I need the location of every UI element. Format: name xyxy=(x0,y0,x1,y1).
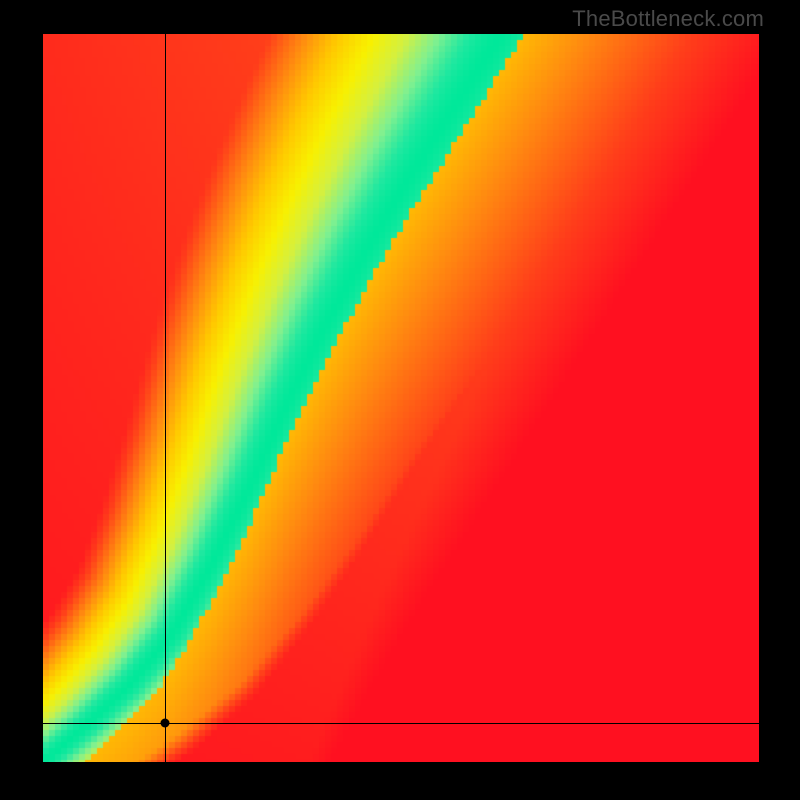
heatmap-plot xyxy=(43,34,759,762)
crosshair-horizontal xyxy=(43,723,759,724)
crosshair-marker xyxy=(160,718,169,727)
watermark-text: TheBottleneck.com xyxy=(572,6,764,32)
crosshair-vertical xyxy=(165,34,166,762)
heatmap-canvas xyxy=(43,34,759,762)
